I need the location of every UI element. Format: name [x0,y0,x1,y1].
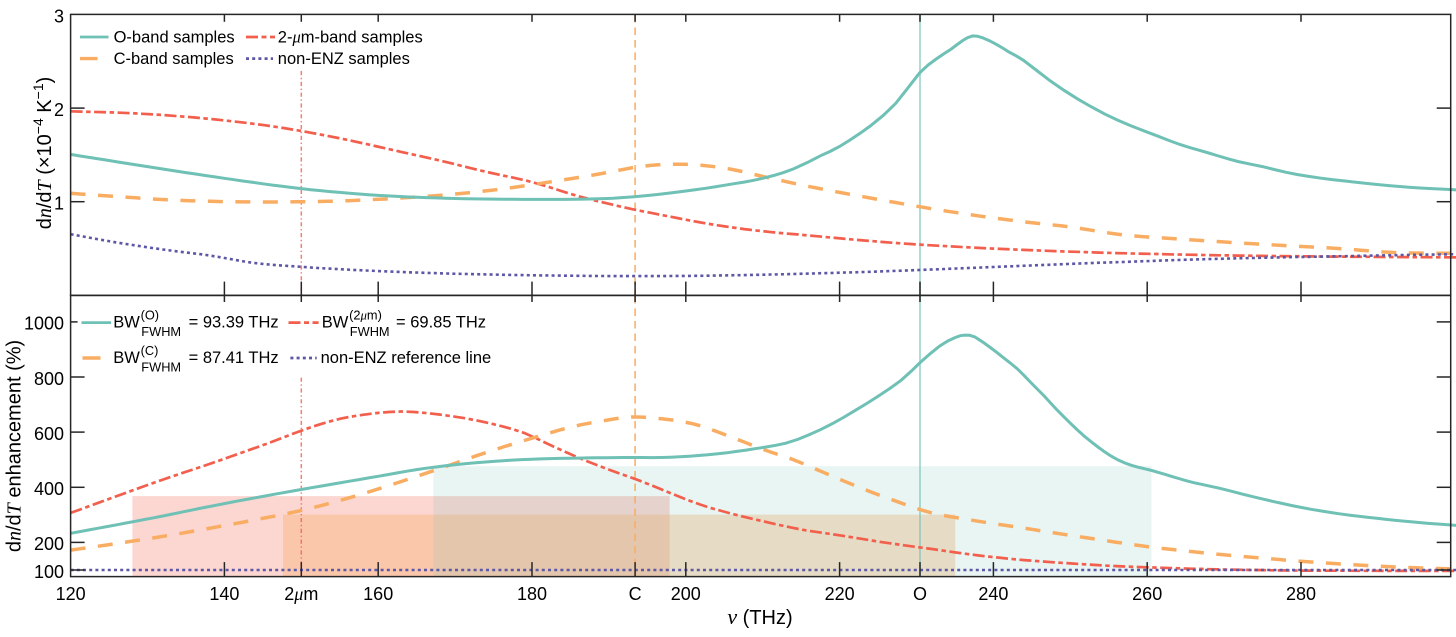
svg-text:800: 800 [34,369,64,389]
svg-text:BW: BW [113,313,140,331]
svg-text:= 93.39 THz: = 93.39 THz [189,313,279,331]
svg-text:600: 600 [34,424,64,444]
svg-text:160: 160 [363,584,393,604]
svg-text:3: 3 [54,7,64,27]
svg-text:C: C [629,584,642,604]
svg-text:120: 120 [56,584,86,604]
svg-text:200: 200 [34,534,64,554]
svg-text:dn/dT (×10−4 K−1): dn/dT (×10−4 K−1) [30,77,56,230]
svg-text:C-band samples: C-band samples [114,50,234,68]
svg-text:200: 200 [671,584,701,604]
svg-text:280: 280 [1286,584,1316,604]
svg-text:= 87.41 THz: = 87.41 THz [189,349,279,367]
svg-text:180: 180 [517,584,547,604]
svg-text:260: 260 [1132,584,1162,604]
svg-text:(2μm): (2μm) [349,308,382,323]
svg-text:240: 240 [978,584,1008,604]
svg-text:2-μm-band samples: 2-μm-band samples [278,27,423,46]
svg-text:140: 140 [209,584,239,604]
svg-text:FWHM: FWHM [350,324,390,339]
svg-text:1: 1 [54,194,64,214]
svg-text:non-ENZ samples: non-ENZ samples [278,50,410,68]
svg-text:non-ENZ reference line: non-ENZ reference line [321,349,492,367]
svg-text:(O): (O) [141,308,159,323]
svg-text:BW: BW [113,349,140,367]
svg-text:400: 400 [34,479,64,499]
svg-text:O: O [913,584,927,604]
svg-text:2μm: 2μm [284,584,318,604]
svg-text:ν (THz): ν (THz) [727,604,792,629]
svg-text:= 69.85 THz: = 69.85 THz [396,313,486,331]
svg-text:1000: 1000 [24,314,64,334]
svg-text:(C): (C) [141,343,159,358]
svg-text:FWHM: FWHM [141,360,181,375]
svg-text:FWHM: FWHM [141,324,181,339]
svg-text:BW: BW [322,313,349,331]
svg-text:dn/dT enhancement (%): dn/dT enhancement (%) [4,340,26,552]
svg-text:100: 100 [34,562,64,582]
svg-text:2: 2 [54,100,64,120]
svg-text:220: 220 [825,584,855,604]
svg-text:O-band samples: O-band samples [114,28,235,46]
